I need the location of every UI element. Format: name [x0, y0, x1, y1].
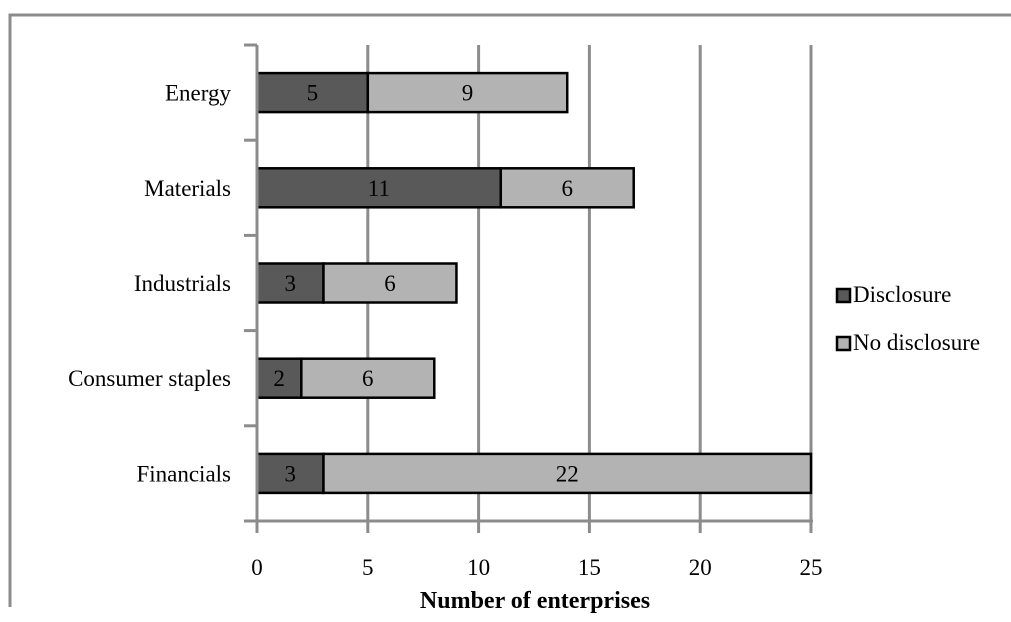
x-axis-title: Number of enterprises: [420, 588, 650, 614]
bar-data-label: 6: [362, 366, 374, 391]
x-tick-label: 0: [251, 555, 263, 580]
bar-data-label: 3: [284, 271, 296, 296]
bar-data-label: 22: [556, 461, 579, 486]
y-category-label: Industrials: [134, 271, 231, 296]
x-tick-label: 15: [578, 555, 601, 580]
bar-data-label: 11: [368, 176, 390, 201]
y-category-label: Financials: [136, 461, 231, 486]
y-category-label: Materials: [144, 176, 231, 201]
bar-segment: [499, 167, 635, 209]
bar-segment: [322, 262, 458, 304]
bar-segment: [366, 71, 569, 114]
bar-data-label: 3: [284, 461, 296, 486]
bar-segment: [255, 452, 325, 495]
bar-segment: [300, 357, 436, 399]
bar-data-label: 2: [273, 366, 285, 391]
bar-data-label: 5: [307, 81, 319, 106]
x-tick-label: 10: [467, 555, 490, 580]
legend-label: No disclosure: [853, 330, 980, 355]
legend-swatch: [835, 335, 852, 352]
bar-data-label: 9: [462, 81, 474, 106]
bar-segment: [255, 71, 370, 114]
bar-data-label: 6: [384, 271, 396, 296]
legend-swatch: [835, 287, 852, 304]
bar-data-label: 6: [561, 176, 573, 201]
x-tick-label: 25: [800, 555, 823, 580]
x-tick-label: 20: [689, 555, 712, 580]
bar-segment: [322, 452, 813, 495]
y-category-label: Energy: [165, 81, 232, 106]
y-category-label: Consumer staples: [68, 366, 231, 391]
legend-label: Disclosure: [853, 282, 951, 307]
x-tick-label: 5: [362, 555, 374, 580]
chart-frame: [8, 13, 1011, 607]
